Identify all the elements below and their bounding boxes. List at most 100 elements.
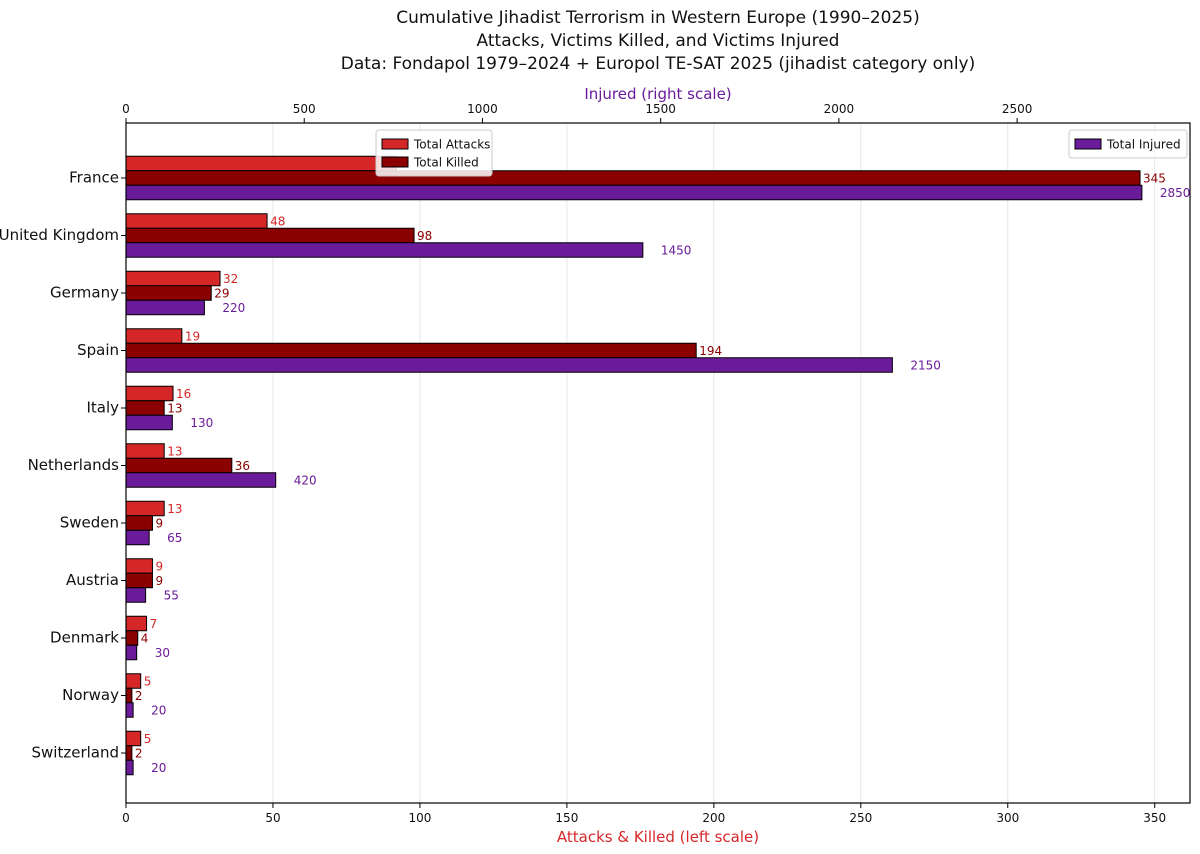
bar-total-killed-italy: [125, 400, 165, 416]
plot-area-frame: [125, 122, 1191, 804]
bar-total-killed-germany: [125, 285, 212, 301]
bottom-axis-label: Attacks & Killed (left scale): [557, 828, 759, 846]
bottom-tick-label-150: 150: [555, 811, 578, 825]
bar-total-injured-norway: [125, 702, 134, 718]
bar-total-attacks-switzerland: [125, 730, 142, 747]
category-label-germany: Germany: [50, 284, 119, 302]
value-label-total-attacks-switzerland: 5: [144, 732, 152, 746]
bar-total-attacks-germany: [125, 270, 221, 287]
bar-total-killed-spain: [125, 342, 697, 359]
value-label-total-injured-netherlands: 420: [294, 474, 317, 488]
legend-swatch-total-injured: [1074, 138, 1102, 150]
bar-total-attacks-united-kingdom: [125, 213, 268, 229]
value-label-total-killed-austria: 9: [155, 574, 163, 588]
value-label-total-attacks-norway: 5: [144, 675, 152, 689]
bar-total-injured-netherlands: [125, 472, 277, 488]
value-label-total-attacks-austria: 9: [155, 560, 163, 574]
value-label-total-killed-italy: 13: [167, 402, 182, 416]
bar-total-injured-united-kingdom: [125, 242, 644, 258]
top-tick-label-2500: 2500: [1002, 102, 1033, 116]
value-label-total-injured-spain: 2150: [910, 359, 941, 373]
value-label-total-killed-germany: 29: [214, 287, 229, 301]
bottom-tick-label-0: 0: [122, 811, 130, 825]
value-label-total-injured-denmark: 30: [155, 646, 170, 660]
value-label-total-killed-switzerland: 2: [135, 747, 143, 761]
value-label-total-attacks-denmark: 7: [150, 617, 158, 631]
title-line-2: Attacks, Victims Killed, and Victims Inj…: [477, 31, 840, 51]
bar-total-injured-austria: [125, 587, 147, 603]
bar-total-injured-sweden: [125, 529, 150, 546]
bar-total-attacks-italy: [125, 385, 174, 402]
value-label-total-killed-spain: 194: [699, 344, 722, 358]
bottom-tick-label-200: 200: [702, 811, 725, 825]
value-label-total-attacks-netherlands: 13: [167, 445, 182, 459]
bottom-tick-label-300: 300: [996, 811, 1019, 825]
bar-total-attacks-spain: [125, 328, 183, 344]
title-line-1: Cumulative Jihadist Terrorism in Western…: [396, 8, 920, 28]
bar-total-attacks-norway: [125, 673, 142, 689]
value-labels: 3452850489814503229220191942150161313013…: [135, 172, 1191, 776]
bar-total-killed-united-kingdom: [125, 227, 415, 244]
category-label-france: France: [69, 169, 119, 187]
value-label-total-attacks-germany: 32: [223, 272, 238, 286]
top-tick-label-500: 500: [293, 102, 316, 116]
value-label-total-attacks-sweden: 13: [167, 502, 182, 516]
bar-total-injured-spain: [125, 357, 893, 373]
bottom-tick-label-250: 250: [849, 811, 872, 825]
legend-label-total-injured: Total Injured: [1106, 138, 1181, 152]
value-label-total-injured-norway: 20: [151, 704, 166, 718]
bar-total-injured-italy: [125, 414, 173, 431]
bars: [125, 155, 1143, 776]
value-label-total-injured-italy: 130: [190, 416, 213, 430]
value-label-total-attacks-italy: 16: [176, 387, 191, 401]
bar-total-injured-france: [125, 184, 1143, 201]
value-label-total-killed-netherlands: 36: [235, 459, 250, 473]
category-label-italy: Italy: [86, 399, 119, 417]
bar-total-killed-sweden: [125, 515, 153, 531]
top-tick-label-1500: 1500: [645, 102, 676, 116]
bar-total-attacks-sweden: [125, 500, 165, 517]
bottom-tick-label-50: 50: [265, 811, 280, 825]
value-label-total-attacks-spain: 19: [185, 330, 200, 344]
legend-attacks-killed: Total Attacks Total Killed: [375, 129, 493, 177]
bar-total-injured-denmark: [125, 644, 138, 661]
value-label-total-injured-sweden: 65: [167, 531, 182, 545]
legends: Total Attacks Total Killed Total Injured: [375, 129, 1188, 177]
bottom-tick-label-350: 350: [1143, 811, 1166, 825]
axes: France United Kingdom Germany Spain Italy Net…: [0, 85, 1166, 846]
value-label-total-killed-denmark: 4: [141, 632, 149, 646]
bar-total-attacks-france: [125, 155, 397, 172]
bar-total-killed-denmark: [125, 630, 139, 646]
bar-total-killed-switzerland: [125, 745, 133, 761]
legend-label-total-killed: Total Killed: [413, 156, 479, 170]
value-label-total-killed-sweden: 9: [155, 517, 163, 531]
bar-total-killed-norway: [125, 687, 133, 704]
bar-total-attacks-netherlands: [125, 443, 165, 459]
category-label-norway: Norway: [62, 686, 119, 704]
category-label-denmark: Denmark: [50, 629, 119, 647]
category-label-switzerland: Switzerland: [32, 744, 120, 762]
chart-title: Cumulative Jihadist Terrorism in Western…: [341, 8, 976, 74]
legend-injured-frame: [1068, 129, 1188, 159]
value-label-total-injured-united-kingdom: 1450: [661, 244, 692, 258]
category-label-austria: Austria: [66, 571, 119, 589]
bottom-tick-label-100: 100: [408, 811, 431, 825]
bar-total-killed-netherlands: [125, 457, 233, 474]
bar-total-injured-switzerland: [125, 759, 134, 776]
category-label-united-kingdom: United Kingdom: [0, 226, 119, 244]
value-label-total-injured-france: 2850: [1160, 186, 1191, 200]
category-label-spain: Spain: [77, 341, 119, 359]
legend-label-total-attacks: Total Attacks: [413, 138, 490, 152]
value-label-total-killed-united-kingdom: 98: [417, 229, 432, 243]
category-label-netherlands: Netherlands: [28, 456, 120, 474]
bar-total-injured-germany: [125, 299, 205, 316]
bar-total-attacks-austria: [125, 558, 153, 574]
top-tick-label-1000: 1000: [467, 102, 498, 116]
bar-total-killed-france: [125, 170, 1141, 186]
value-label-total-injured-austria: 55: [164, 589, 179, 603]
bar-total-attacks-denmark: [125, 615, 148, 632]
top-axis-label: Injured (right scale): [584, 85, 731, 103]
title-line-3: Data: Fondapol 1979–2024 + Europol TE-SA…: [341, 54, 976, 74]
legend-swatch-total-killed: [381, 156, 409, 168]
